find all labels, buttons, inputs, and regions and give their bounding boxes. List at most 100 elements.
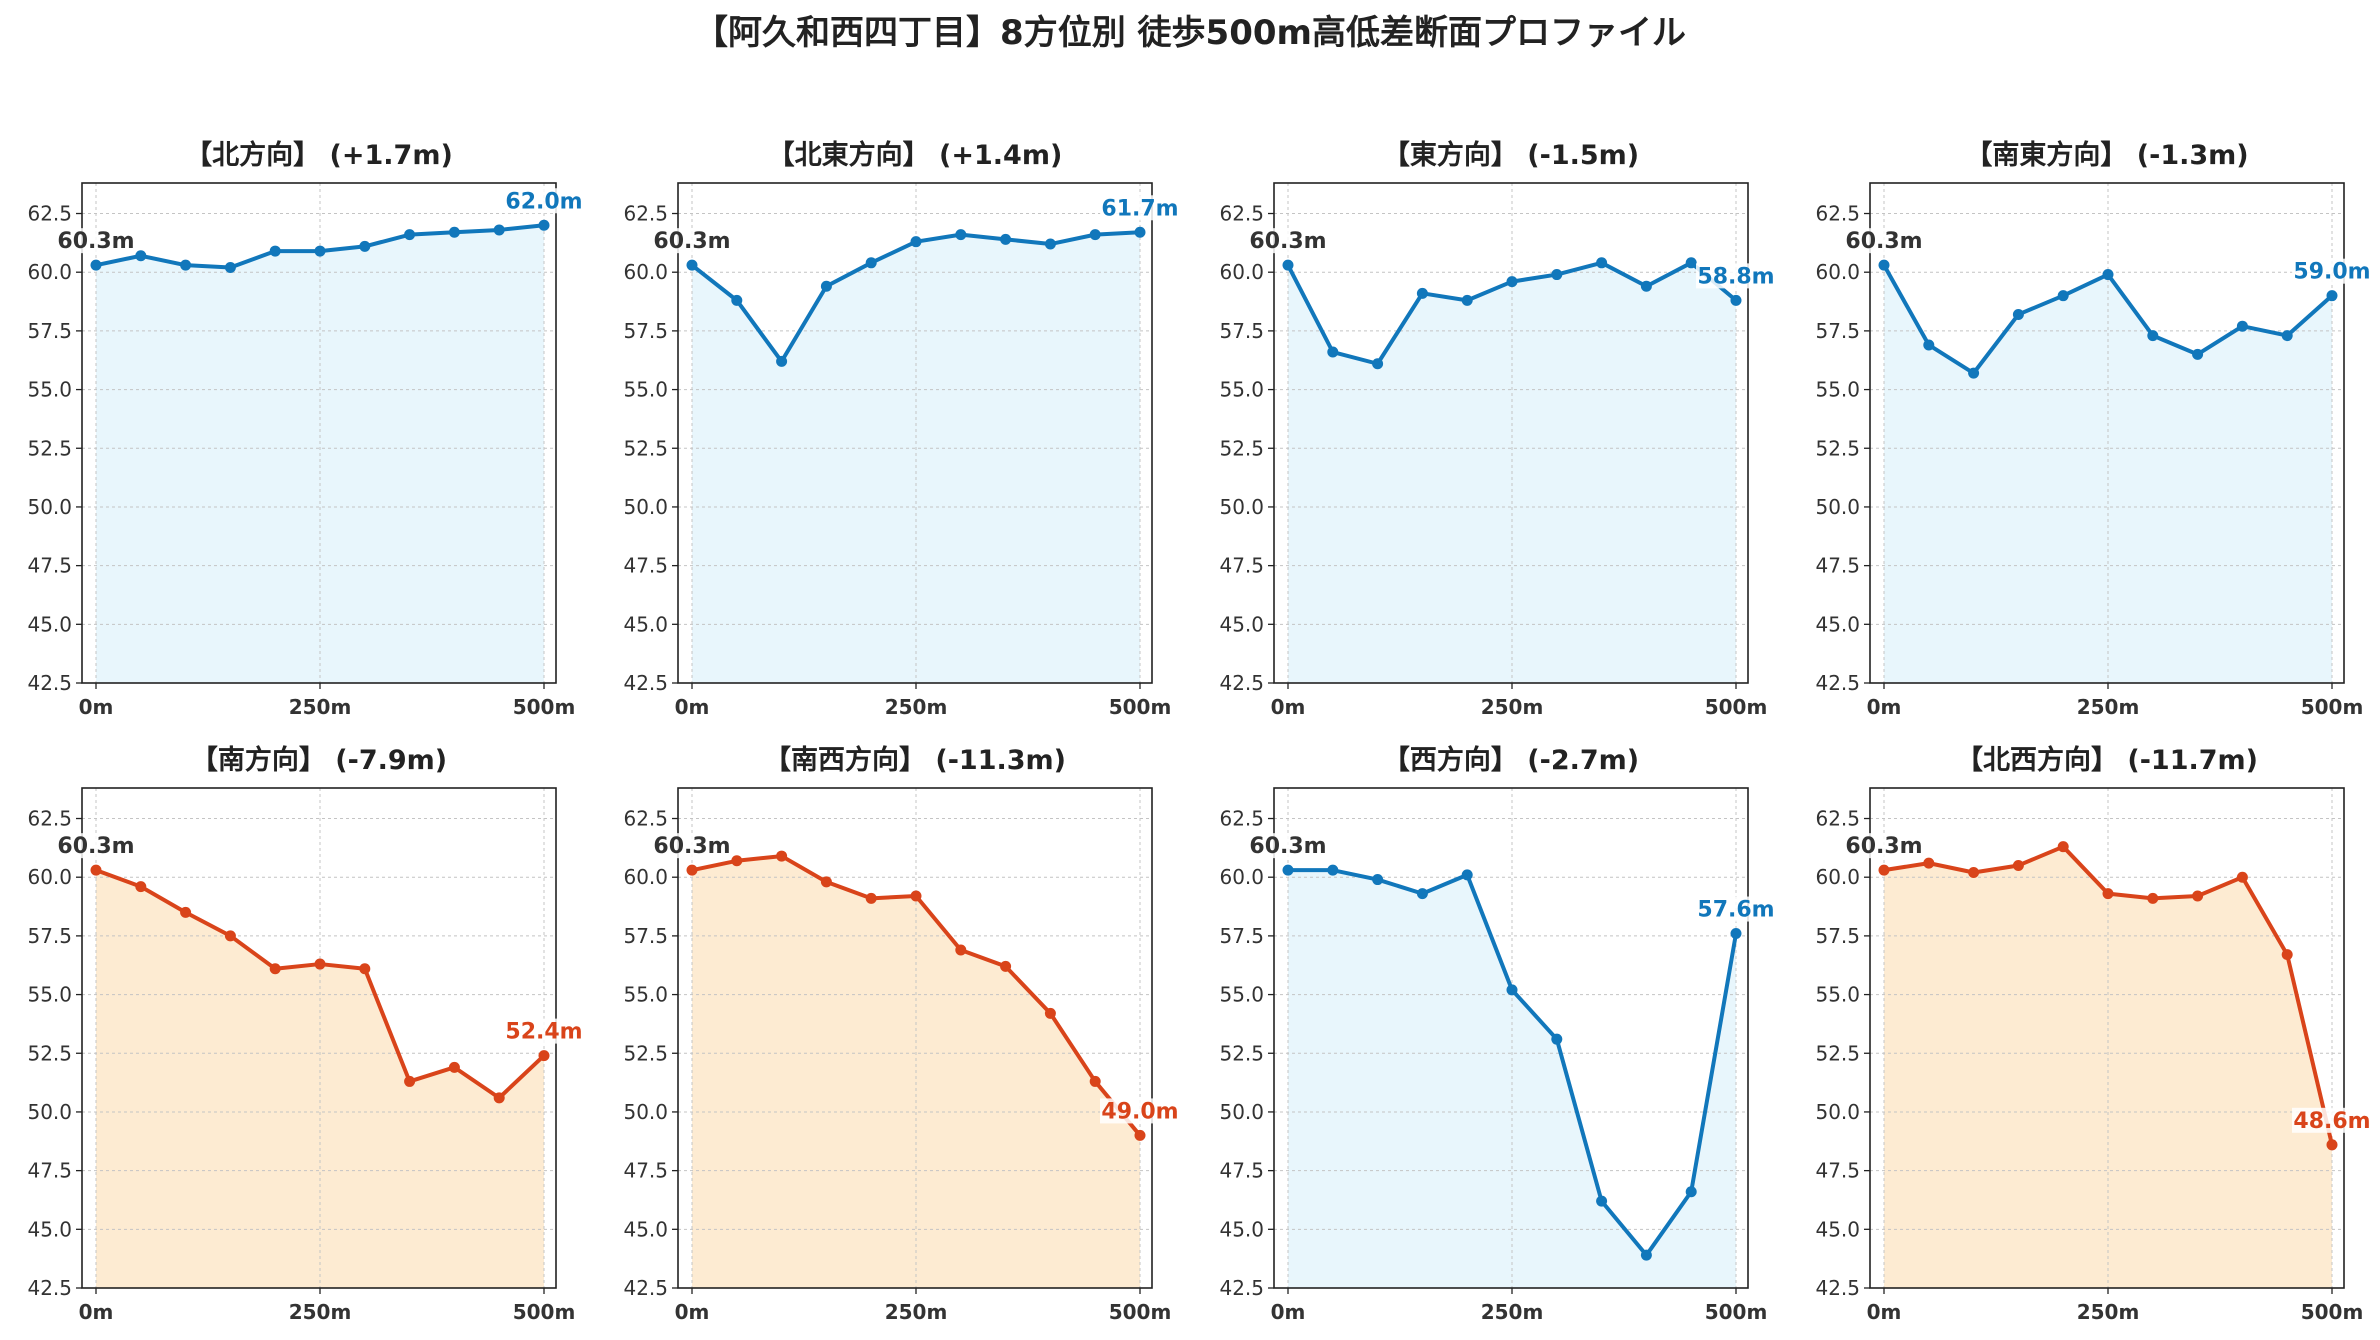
y-tick-label: 60.0 — [27, 260, 72, 284]
plot-frame — [1869, 182, 2345, 684]
y-tick-label: 62.5 — [1815, 807, 1860, 831]
data-point — [1134, 1129, 1146, 1141]
y-tick-label: 47.5 — [1815, 1159, 1860, 1183]
profile-area — [1288, 870, 1736, 1288]
y-tick-label: 62.5 — [27, 202, 72, 226]
y-tick-label: 60.0 — [27, 865, 72, 889]
y-tick-label: 52.5 — [27, 1041, 72, 1065]
y-tick-label: 55.0 — [623, 983, 668, 1007]
y-tick-label: 60.0 — [1815, 865, 1860, 889]
y-tick-label: 60.0 — [1815, 260, 1860, 284]
y-tick-label: 47.5 — [1815, 554, 1860, 578]
data-point — [2057, 841, 2069, 853]
data-point — [269, 245, 281, 257]
data-point — [180, 906, 192, 918]
data-point — [538, 1050, 550, 1062]
y-tick-label: 57.5 — [1219, 319, 1264, 343]
end-label-bg — [1696, 263, 1776, 289]
data-point — [731, 855, 743, 867]
data-point — [955, 229, 967, 241]
chart-panel: 【北方向】 (+1.7m) 42.5 45.0 47.5 50.0 52.5 55.0 57.… — [27, 139, 584, 719]
y-tick-label: 55.0 — [1815, 378, 1860, 402]
end-elevation-label: 52.4m — [505, 1020, 582, 1045]
data-point — [2012, 859, 2024, 871]
data-point — [314, 245, 326, 257]
chart-panel: 【北西方向】 (-11.7m) 42.5 45.0 47.5 50.0 52.5 55.0 5… — [1815, 744, 2372, 1324]
data-point — [1685, 1186, 1697, 1198]
data-point — [2147, 330, 2159, 342]
data-point — [1968, 867, 1980, 879]
data-point — [1327, 864, 1339, 876]
y-tick-label: 45.0 — [623, 612, 668, 636]
y-tick-label: 52.5 — [1815, 436, 1860, 460]
y-tick-label: 57.5 — [623, 924, 668, 948]
y-tick-label: 45.0 — [1219, 1217, 1264, 1241]
data-point — [359, 963, 371, 975]
end-label-bg — [504, 188, 584, 214]
data-point — [224, 930, 236, 942]
data-point — [314, 958, 326, 970]
panel-title: 【北東方向】 (+1.4m) — [768, 139, 1063, 171]
data-point — [1968, 367, 1980, 379]
x-tick-label: 0m — [675, 1300, 710, 1324]
plot-frame — [1869, 787, 2345, 1289]
start-label-bg — [56, 833, 136, 859]
y-tick-label: 50.0 — [623, 495, 668, 519]
y-tick-label: 50.0 — [27, 495, 72, 519]
start-elevation-label: 60.3m — [57, 229, 134, 254]
data-point — [1878, 864, 1890, 876]
y-tick-label: 57.5 — [27, 319, 72, 343]
end-elevation-label: 61.7m — [1101, 196, 1178, 221]
data-point — [1640, 280, 1652, 292]
x-tick-label: 500m — [1109, 695, 1172, 719]
x-tick-label: 250m — [289, 1300, 352, 1324]
end-elevation-label: 49.0m — [1101, 1099, 1178, 1124]
x-tick-label: 0m — [1867, 695, 1902, 719]
data-point — [1000, 233, 1012, 245]
x-tick-label: 250m — [1481, 695, 1544, 719]
panel-title: 【北西方向】 (-11.7m) — [1956, 744, 2258, 776]
x-tick-label: 500m — [513, 1300, 576, 1324]
data-point — [2281, 949, 2293, 961]
x-tick-label: 0m — [675, 695, 710, 719]
y-tick-label: 57.5 — [623, 319, 668, 343]
chart-panel: 【西方向】 (-2.7m) 42.5 45.0 47.5 50.0 52.5 55.0 57.… — [1219, 744, 1776, 1324]
y-tick-label: 50.0 — [623, 1100, 668, 1124]
y-tick-label: 42.5 — [1815, 1276, 1860, 1300]
data-point — [1282, 864, 1294, 876]
panels-grid: 【北方向】 (+1.7m) 42.5 45.0 47.5 50.0 52.5 55.0 57.… — [27, 139, 2372, 1324]
data-point — [1551, 269, 1563, 281]
x-tick-label: 250m — [2077, 695, 2140, 719]
y-tick-label: 62.5 — [27, 807, 72, 831]
data-point — [135, 881, 147, 893]
x-tick-label: 500m — [513, 695, 576, 719]
data-point — [1000, 960, 1012, 972]
start-label-bg — [652, 228, 732, 254]
data-point — [448, 226, 460, 238]
data-point — [404, 1075, 416, 1087]
data-point — [910, 890, 922, 902]
end-label-bg — [1100, 1098, 1180, 1124]
data-point — [1596, 1195, 1608, 1207]
y-tick-label: 45.0 — [27, 612, 72, 636]
y-tick-label: 62.5 — [623, 202, 668, 226]
data-point — [2012, 308, 2024, 320]
profile-area — [1884, 846, 2332, 1288]
data-point — [1282, 259, 1294, 271]
data-point — [731, 294, 743, 306]
x-tick-label: 0m — [79, 1300, 114, 1324]
y-tick-label: 42.5 — [623, 671, 668, 695]
data-point — [2236, 320, 2248, 332]
data-point — [90, 259, 102, 271]
chart-panel: 【南方向】 (-7.9m) 42.5 45.0 47.5 50.0 52.5 55.0 57.… — [27, 744, 584, 1324]
end-elevation-label: 48.6m — [2293, 1109, 2370, 1134]
y-tick-label: 50.0 — [1219, 495, 1264, 519]
y-tick-label: 60.0 — [623, 865, 668, 889]
data-point — [493, 224, 505, 236]
y-tick-label: 47.5 — [623, 554, 668, 578]
x-tick-label: 250m — [2077, 1300, 2140, 1324]
data-point — [1506, 984, 1518, 996]
data-point — [1640, 1249, 1652, 1261]
start-elevation-label: 60.3m — [57, 834, 134, 859]
plot-frame — [677, 787, 1153, 1289]
